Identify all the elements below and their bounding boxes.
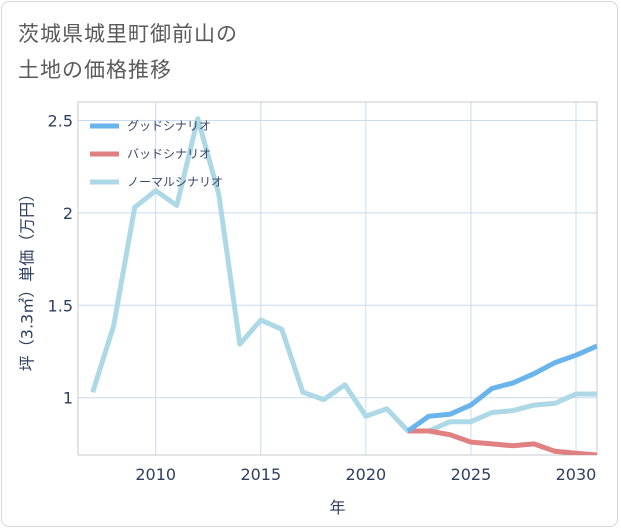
x-tick-label: 2025 — [451, 465, 492, 484]
legend-label-normal: ノーマルシナリオ — [127, 175, 223, 189]
x-axis-label: 年 — [329, 498, 345, 517]
legend-label-bad: バッドシナリオ — [127, 147, 211, 161]
series-line-good — [406, 343, 597, 434]
y-tick-label: 2.5 — [48, 111, 73, 130]
gridlines — [78, 102, 597, 455]
series-line-normal — [90, 116, 597, 434]
series-lines — [90, 116, 597, 455]
x-tick-label: 2010 — [135, 465, 176, 484]
x-tick-label: 2020 — [346, 465, 387, 484]
plot-area-border — [77, 101, 598, 456]
chart-title-line-1: 茨城県城里町御前山の — [18, 22, 238, 46]
legend-label-good: グッドシナリオ — [127, 119, 211, 133]
y-tick-label: 1 — [63, 389, 73, 408]
y-axis-label: 坪（3.3㎡）単価（万円） — [18, 186, 37, 371]
y-tick-label: 2 — [63, 204, 73, 223]
y-axis-ticks: 1 1.5 2 2.5 — [48, 111, 73, 407]
chart-title-line-2: 土地の価格推移 — [18, 58, 172, 82]
x-axis-ticks: 2010 2015 2020 2025 2030 — [135, 465, 596, 484]
y-tick-label: 1.5 — [48, 296, 73, 315]
series-line-bad — [407, 428, 597, 455]
x-tick-label: 2030 — [556, 465, 597, 484]
x-tick-label: 2015 — [240, 465, 281, 484]
